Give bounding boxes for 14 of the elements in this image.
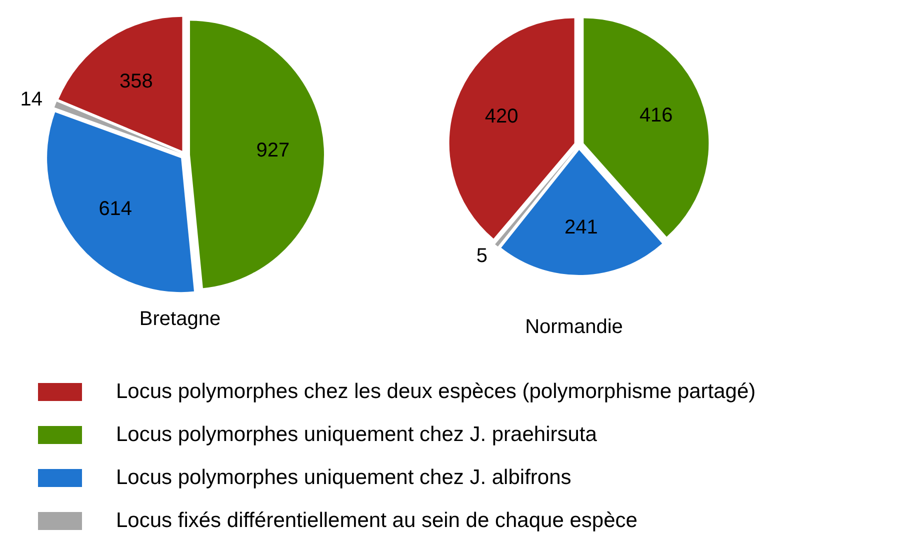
data-label: 420 [484, 106, 518, 128]
legend-label: Locus fixés différentiellement au sein de chaque espèce [116, 508, 638, 532]
text: Bretagne [138, 308, 222, 331]
data-label: 416 [639, 104, 673, 127]
data-label: 927 [256, 140, 290, 162]
data-label: 614 [98, 198, 132, 220]
legend-label: Locus polymorphes uniquement chez J. albifrons [116, 466, 572, 490]
data-label: 241 [564, 216, 598, 238]
text: Normandie [524, 316, 624, 339]
data-label: 14 [20, 88, 42, 110]
legend-label: Locus polymorphes uniquement chez J. praehirsuta [116, 422, 597, 446]
data-label: 5 [476, 245, 488, 268]
data-label: 358 [119, 70, 153, 93]
legend-label: Locus polymorphes chez les deux espèces (polymorphisme partagé) [116, 380, 756, 404]
